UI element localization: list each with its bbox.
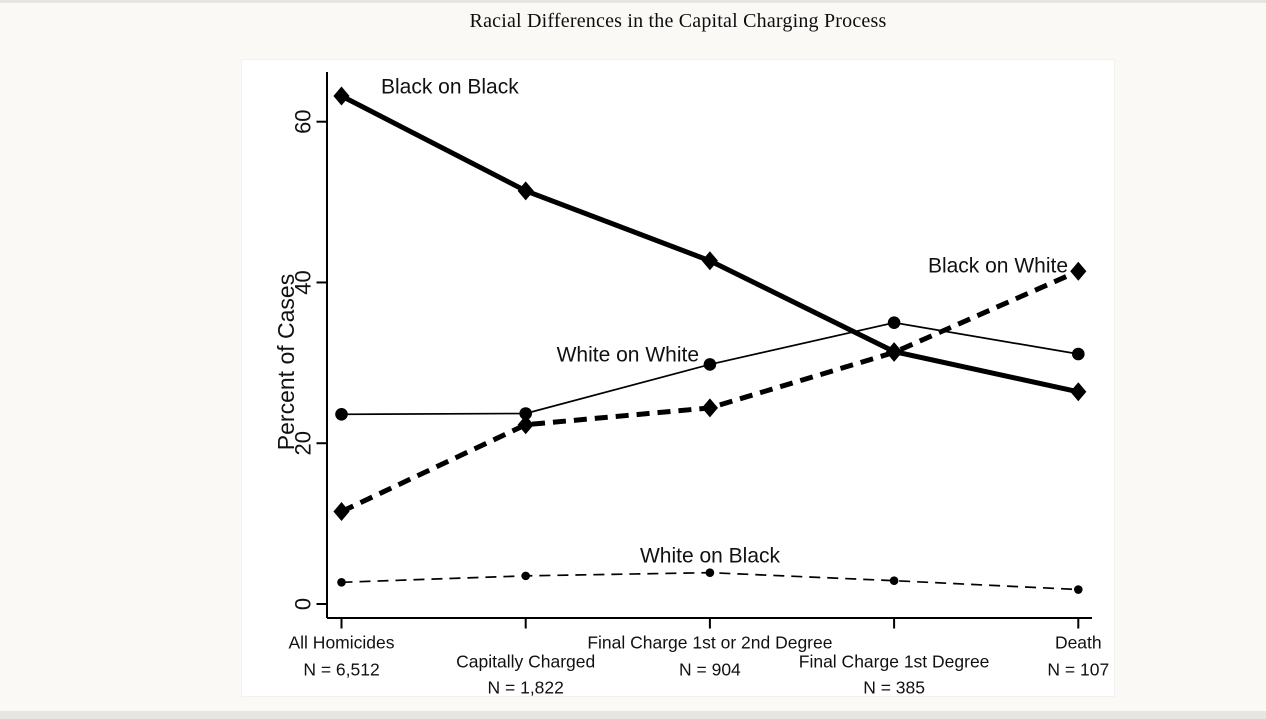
marker-circle (521, 571, 530, 581)
x-n-label: N = 1,822 (488, 678, 564, 698)
marker-diamond (1070, 382, 1087, 402)
marker-diamond (333, 86, 350, 106)
x-tick-label: Final Charge 1st Degree (799, 652, 990, 672)
marker-diamond (886, 342, 903, 362)
x-n-label: N = 385 (863, 678, 925, 698)
marker-circle (705, 568, 715, 577)
marker-diamond (333, 502, 350, 522)
series-label-black-on-white: Black on White (928, 255, 1068, 278)
marker-circle (1074, 585, 1083, 594)
x-tick-label: Death (1055, 633, 1102, 653)
marker-diamond (517, 415, 534, 435)
y-tick-label: 20 (291, 431, 316, 455)
marker-circle (337, 577, 346, 587)
marker-circle (887, 316, 901, 329)
y-tick-label: 60 (291, 109, 316, 133)
series-line-black-on-black (340, 93, 1079, 395)
x-tick-label: All Homicides (289, 633, 395, 653)
chart-title: Racial Differences in the Capital Chargi… (469, 10, 887, 32)
x-n-label: N = 6,512 (303, 660, 379, 680)
series-label-white-on-white: White on White (557, 344, 699, 367)
marker-circle (519, 407, 532, 420)
x-n-label: N = 904 (679, 660, 741, 680)
series-label-black-on-black: Black on Black (381, 76, 519, 99)
y-axis-title: Percent of Cases (273, 274, 299, 450)
x-tick-label: Final Charge 1st or 2nd Degree (587, 633, 832, 653)
marker-diamond (701, 251, 718, 271)
marker-diamond (517, 181, 534, 201)
y-tick-label: 0 (291, 598, 316, 610)
x-tick-label: Capitally Charged (456, 652, 595, 672)
marker-diamond (1070, 261, 1087, 281)
marker-diamond (701, 398, 718, 418)
x-n-label: N = 107 (1047, 660, 1109, 680)
bottom-edge-strip (0, 711, 1266, 719)
marker-circle (1072, 347, 1085, 361)
series-line-black-on-white (340, 268, 1080, 514)
y-tick-label: 40 (291, 270, 316, 294)
marker-circle (703, 358, 717, 371)
marker-circle (889, 576, 899, 585)
top-edge-strip (0, 0, 1266, 3)
chart-panel (241, 59, 1115, 697)
marker-circle (335, 407, 348, 421)
series-label-white-on-black: White on Black (640, 545, 781, 568)
